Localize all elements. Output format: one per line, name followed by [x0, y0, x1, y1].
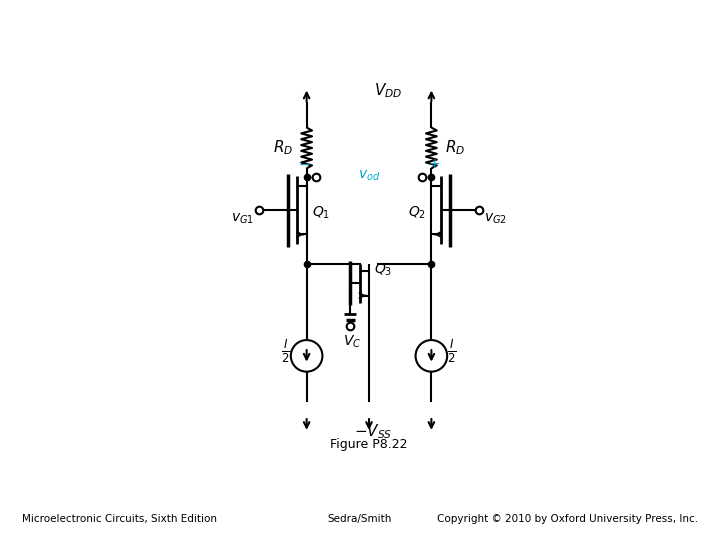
Text: Copyright © 2010 by Oxford University Press, Inc.: Copyright © 2010 by Oxford University Pr…: [437, 514, 698, 524]
Text: Figure P8.22: Figure P8.22: [330, 437, 408, 450]
Text: $Q_2$: $Q_2$: [408, 204, 426, 221]
Text: Microelectronic Circuits, Sixth Edition: Microelectronic Circuits, Sixth Edition: [22, 514, 217, 524]
Text: $V_{DD}$: $V_{DD}$: [374, 82, 402, 100]
Text: $v_{G2}$: $v_{G2}$: [484, 212, 507, 226]
Text: $Q_1$: $Q_1$: [312, 204, 330, 221]
Text: $V_C$: $V_C$: [343, 333, 361, 350]
Text: $R_D$: $R_D$: [273, 139, 293, 157]
Text: $-V_{SS}$: $-V_{SS}$: [354, 422, 392, 441]
Text: $\frac{I}{2}$: $\frac{I}{2}$: [447, 337, 457, 364]
Text: Sedra/Smith: Sedra/Smith: [328, 514, 392, 524]
Text: $-$: $-$: [298, 157, 310, 171]
Text: $R_D$: $R_D$: [445, 139, 465, 157]
Text: $v_{od}$: $v_{od}$: [358, 168, 380, 183]
Text: $\frac{I}{2}$: $\frac{I}{2}$: [281, 337, 291, 364]
Text: $v_{G1}$: $v_{G1}$: [231, 212, 254, 226]
Text: $Q_3$: $Q_3$: [374, 261, 392, 278]
Text: $+$: $+$: [428, 157, 440, 171]
